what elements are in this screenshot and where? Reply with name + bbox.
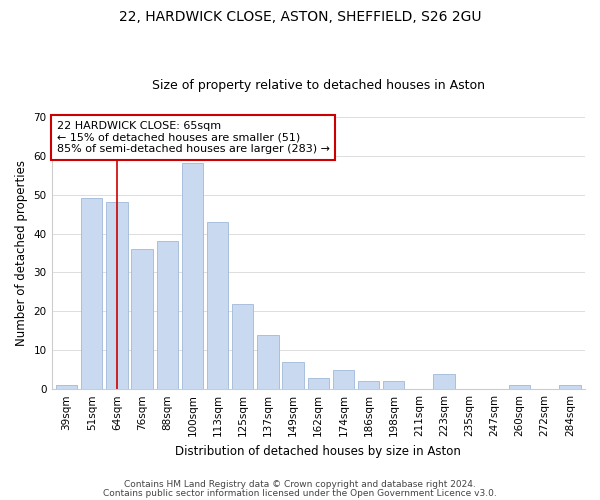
Title: Size of property relative to detached houses in Aston: Size of property relative to detached ho… [152, 79, 485, 92]
Bar [509, 386, 530, 389]
Bar [257, 334, 278, 389]
Bar [56, 386, 77, 389]
Text: 22 HARDWICK CLOSE: 65sqm
← 15% of detached houses are smaller (51)
85% of semi-d: 22 HARDWICK CLOSE: 65sqm ← 15% of detach… [57, 121, 330, 154]
Y-axis label: Number of detached properties: Number of detached properties [15, 160, 28, 346]
Bar [81, 198, 103, 389]
Bar [358, 382, 379, 389]
Bar [157, 242, 178, 389]
Text: Contains HM Land Registry data © Crown copyright and database right 2024.: Contains HM Land Registry data © Crown c… [124, 480, 476, 489]
Bar [106, 202, 128, 389]
Text: 22, HARDWICK CLOSE, ASTON, SHEFFIELD, S26 2GU: 22, HARDWICK CLOSE, ASTON, SHEFFIELD, S2… [119, 10, 481, 24]
Bar [182, 164, 203, 389]
Bar [283, 362, 304, 389]
Bar [308, 378, 329, 389]
Bar [383, 382, 404, 389]
Bar [207, 222, 229, 389]
Text: Contains public sector information licensed under the Open Government Licence v3: Contains public sector information licen… [103, 488, 497, 498]
Bar [559, 386, 581, 389]
Bar [232, 304, 253, 389]
Bar [333, 370, 354, 389]
X-axis label: Distribution of detached houses by size in Aston: Distribution of detached houses by size … [175, 444, 461, 458]
Bar [131, 249, 153, 389]
Bar [433, 374, 455, 389]
